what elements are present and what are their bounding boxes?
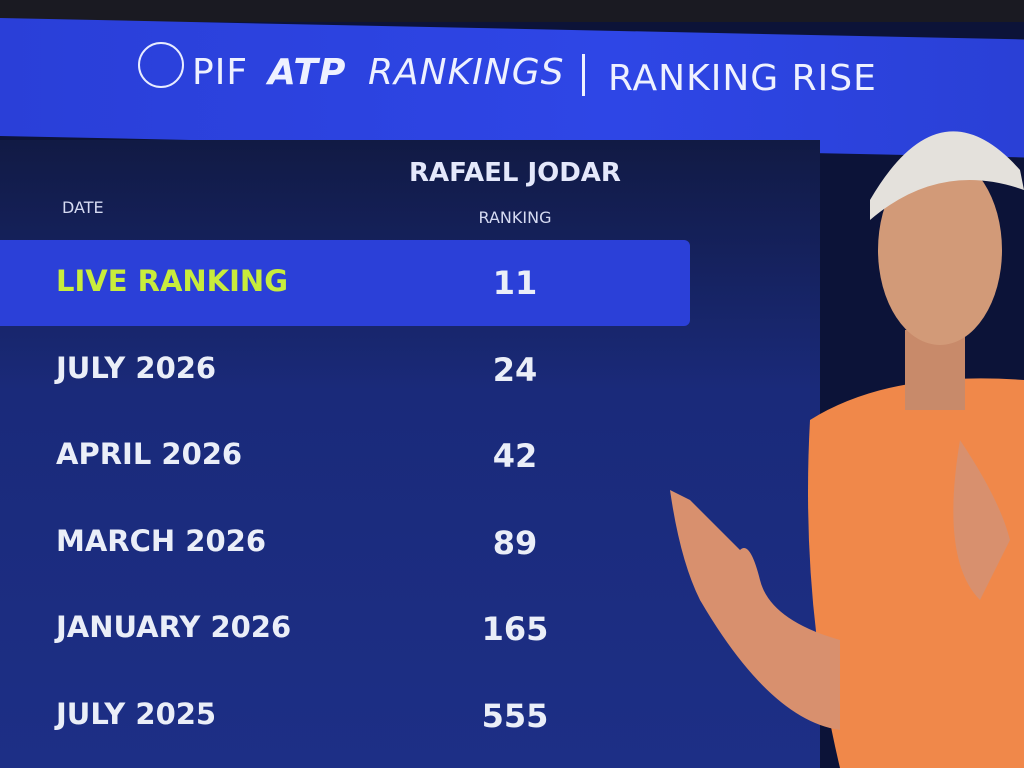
table-row: JULY 2026 24 <box>0 327 690 413</box>
date-cell: JULY 2026 <box>56 350 217 385</box>
logo <box>138 42 184 88</box>
ranking-cell: 165 <box>481 610 549 648</box>
subtitle: RANKING RISE <box>608 58 877 99</box>
column-header: DATE <box>62 198 104 217</box>
brand: ATP <box>268 52 347 93</box>
ranking-cell: 89 <box>492 523 538 562</box>
table-row: JULY 2025 555 <box>0 673 690 759</box>
date-cell: JANUARY 2026 <box>56 610 292 644</box>
ranking-cell: 42 <box>492 437 538 475</box>
date-cell: MARCH 2026 <box>56 523 266 558</box>
ranking-cell: 24 <box>492 350 538 389</box>
table-row: JANUARY 2026 165 <box>0 586 690 672</box>
top-strip <box>0 0 1024 22</box>
table-row: LIVE RANKING 11 <box>0 240 690 326</box>
ranking-cell: 11 <box>492 264 538 302</box>
column-header: RANKING <box>478 208 552 227</box>
date-cell: LIVE RANKING <box>56 264 288 298</box>
ranking-cell: 555 <box>481 696 549 735</box>
title: RANKINGS <box>368 52 565 93</box>
player-name: RAFAEL JODAR <box>409 158 621 188</box>
table-row: APRIL 2026 42 <box>0 413 690 499</box>
date-cell: APRIL 2026 <box>56 437 243 471</box>
table-row: MARCH 2026 89 <box>0 500 690 586</box>
separator <box>582 54 585 96</box>
sponsor: PIF <box>192 52 249 93</box>
date-cell: JULY 2025 <box>56 696 217 731</box>
player-figure <box>670 131 1024 768</box>
